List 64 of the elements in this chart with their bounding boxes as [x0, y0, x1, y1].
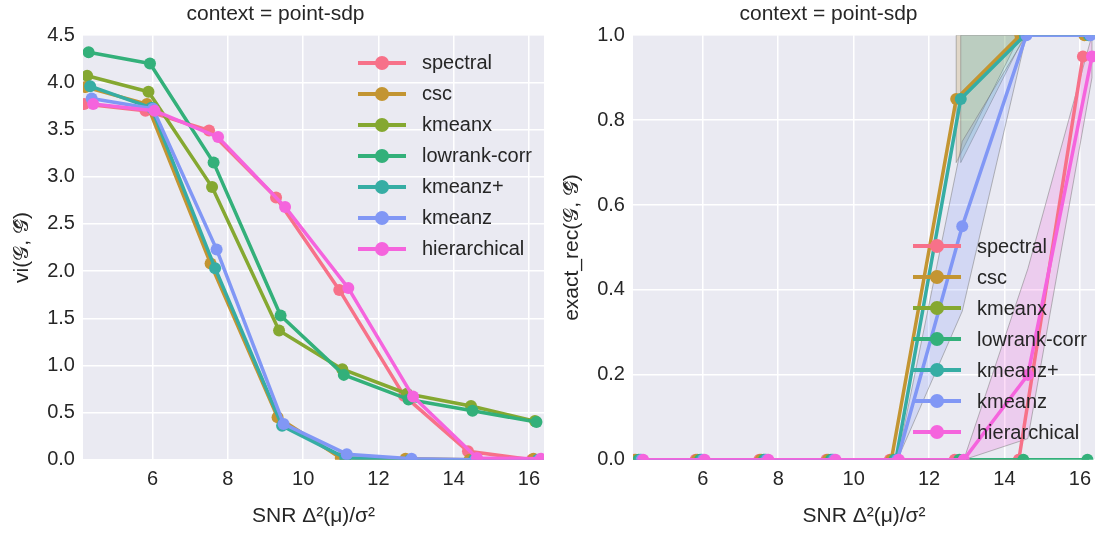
point: [83, 46, 95, 59]
legend-label: kmeanz+: [422, 174, 504, 200]
x-tick-label: 12: [917, 467, 941, 490]
legend-label: hierarchical: [422, 236, 525, 262]
y-tick-label: 0.8: [597, 107, 625, 130]
point: [206, 181, 219, 194]
y-tick-label: 2.5: [47, 211, 75, 234]
y-axis-title: vi(𝒢, 𝒢̂): [9, 212, 33, 283]
point: [342, 282, 355, 295]
point: [279, 200, 292, 213]
chart-title: context = point-sdp: [186, 1, 365, 25]
chart-title: context = point-sdp: [739, 1, 918, 25]
x-tick-label: 16: [517, 467, 541, 490]
y-tick-label: 4.5: [47, 22, 75, 45]
legend-label: spectral: [977, 233, 1048, 259]
x-tick-label: 6: [697, 467, 709, 490]
x-tick-label: 14: [993, 467, 1016, 490]
legend-label: kmeanx: [422, 112, 493, 138]
y-tick-label: 3.0: [47, 164, 75, 187]
y-tick-label: 0.0: [47, 447, 75, 470]
y-tick-label: 0.2: [597, 362, 625, 385]
y-tick-label: 4.0: [47, 69, 75, 92]
y-tick-label: 1.5: [47, 305, 75, 328]
x-tick-label: 6: [147, 467, 159, 490]
point: [87, 98, 100, 111]
point: [337, 368, 350, 381]
x-axis-title: SNR Δ²(μ)/σ²: [802, 503, 926, 527]
legend-label: kmeanz: [422, 205, 493, 231]
y-tick-label: 0.5: [47, 400, 75, 423]
x-tick-label: 10: [842, 467, 865, 490]
point: [956, 220, 969, 233]
x-tick-label: 10: [292, 467, 315, 490]
x-tick-label: 12: [367, 467, 390, 490]
x-tick-label: 16: [1068, 467, 1092, 490]
y-tick-label: 2.0: [47, 258, 75, 281]
y-tick-label: 0.6: [597, 192, 625, 215]
y-axis-title: exact_rec(𝒢, 𝒢̂): [559, 174, 584, 321]
legend-label: kmeanz: [977, 388, 1048, 414]
point: [466, 404, 479, 417]
x-tick-label: 8: [772, 467, 784, 490]
legend-label: csc: [977, 264, 1007, 290]
legend-label: lowrank-corr: [422, 143, 533, 169]
point: [210, 243, 223, 256]
point: [83, 69, 94, 82]
legend-label: csc: [422, 81, 452, 107]
point: [84, 80, 97, 93]
point: [142, 85, 155, 98]
x-tick-label: 14: [442, 467, 465, 490]
point: [407, 390, 420, 403]
point: [209, 262, 222, 275]
point: [143, 57, 156, 70]
point: [273, 324, 286, 337]
y-tick-label: 1.0: [597, 22, 625, 45]
y-tick-label: 1.0: [47, 352, 75, 375]
y-tick-label: 3.5: [47, 117, 75, 140]
legend-label: hierarchical: [977, 419, 1080, 445]
legend-label: spectral: [422, 50, 493, 76]
y-tick-label: 0.4: [597, 277, 625, 300]
point: [207, 156, 220, 169]
point: [212, 131, 225, 144]
x-tick-label: 8: [222, 467, 234, 490]
x-axis-title: SNR Δ²(μ)/σ²: [251, 503, 376, 527]
point: [274, 309, 287, 322]
y-tick-label: 0.0: [597, 447, 625, 470]
